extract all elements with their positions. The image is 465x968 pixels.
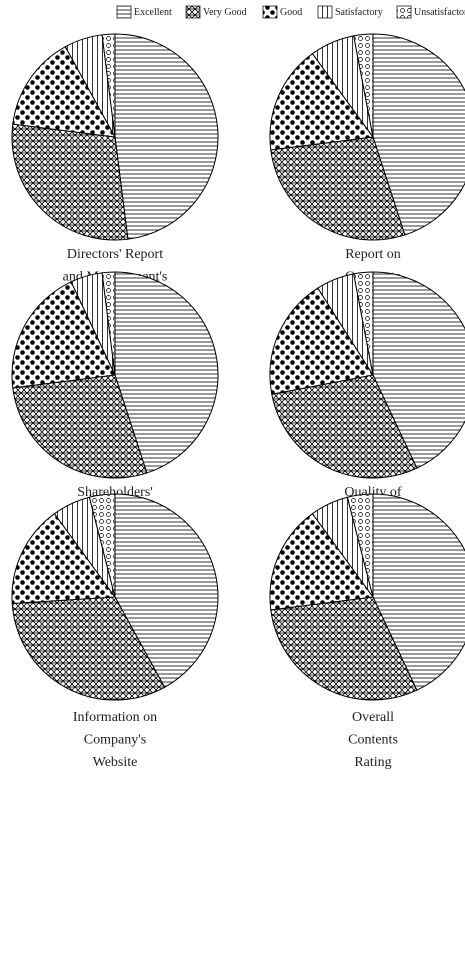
pie-slice <box>11 123 129 241</box>
pie-slice <box>114 493 219 688</box>
legend-label: Good <box>280 7 302 18</box>
legend-swatch <box>116 5 132 19</box>
chart-title: Information on <box>73 710 157 725</box>
chart-title: Contents <box>348 733 398 748</box>
legend-label: Excellent <box>134 7 172 18</box>
pie-slice <box>372 33 465 236</box>
pie-slice <box>353 271 374 376</box>
pie-slice <box>372 271 465 469</box>
pie-slice <box>11 596 166 701</box>
chart-title: Company's <box>84 733 146 748</box>
pie-slice <box>269 287 374 395</box>
pie-slice <box>12 374 148 479</box>
chart-title: Overall <box>352 710 394 725</box>
legend-swatch <box>185 5 201 19</box>
pie-slice <box>114 271 219 474</box>
pie-slice <box>271 374 418 479</box>
pie-slice <box>269 52 374 151</box>
pie-slice <box>372 493 465 691</box>
pie-slice <box>11 281 116 389</box>
pie-slice <box>269 512 374 611</box>
pie-slice <box>88 493 116 598</box>
chart-title: Rating <box>354 755 391 770</box>
pie-slice <box>11 512 116 604</box>
pie-slice <box>346 493 374 598</box>
chart-title: Report on <box>345 247 401 262</box>
legend-swatch <box>262 5 278 19</box>
pie-slice <box>270 136 406 241</box>
pie-slice <box>353 33 374 138</box>
legend-swatch <box>317 5 333 19</box>
pie-slice <box>270 596 418 701</box>
legend-label: Very Good <box>203 7 247 18</box>
pie-slice <box>101 271 116 376</box>
legend-label: Unsatisfactory <box>414 7 465 18</box>
chart-title: Website <box>93 755 138 770</box>
pie-slice <box>101 33 116 138</box>
chart-title: Directors' Report <box>67 247 163 262</box>
pie-slice <box>12 46 116 138</box>
legend-label: Satisfactory <box>335 7 383 18</box>
pie-slice <box>114 33 219 240</box>
legend-swatch <box>396 5 412 19</box>
